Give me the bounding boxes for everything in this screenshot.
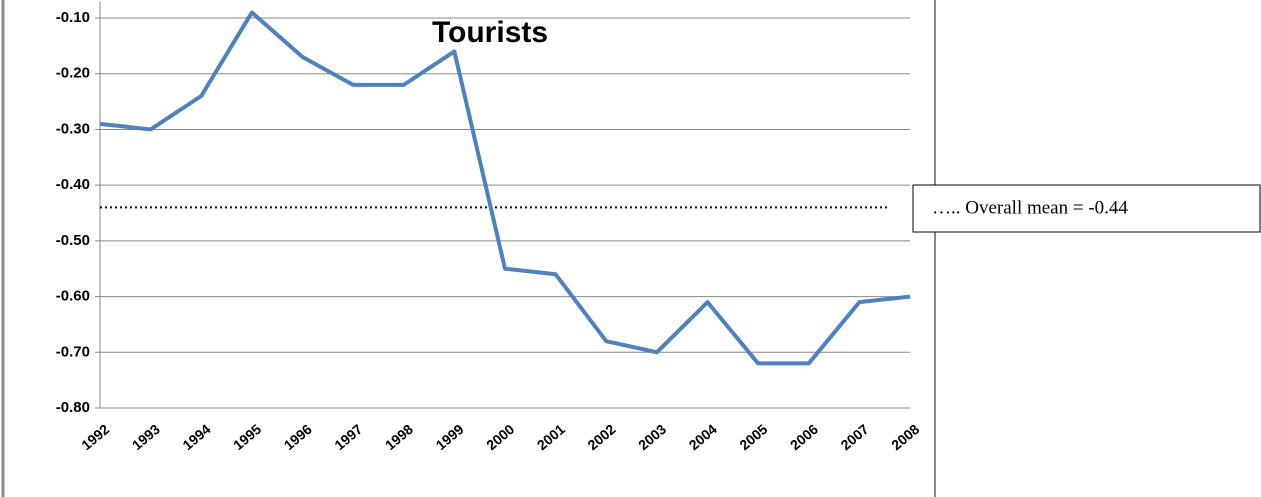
x-tick-label: 2003 [635,421,669,453]
y-tick-label: -0.70 [56,343,90,360]
x-tick-label: 2004 [686,421,720,453]
y-tick-label: -0.20 [56,65,90,82]
y-tick-label: -0.30 [56,120,90,137]
x-tick-label: 2006 [787,421,821,453]
y-tick-label: -0.50 [56,232,90,249]
x-tick-label: 2000 [483,421,517,453]
x-tick-label: 1997 [331,421,365,453]
x-tick-label: 2005 [736,421,770,453]
series-line [99,10,911,366]
x-tick-label: 2002 [584,421,618,453]
y-tick-label: -0.40 [56,176,90,193]
legend-box [912,184,1261,233]
x-tick-label: 1999 [433,421,467,453]
x-tick-label: 1992 [78,421,112,453]
x-tick-label: 1994 [179,421,213,453]
y-tick-label: -0.80 [56,399,90,416]
annotation: ….. Overall mean = -0.44 [932,197,1128,218]
x-tick-label: 2008 [888,421,922,453]
x-tick-label: 1998 [382,421,416,453]
x-tick-label: 1995 [230,421,264,453]
x-tick-label: 2007 [838,421,872,453]
x-tick-label: 1996 [281,421,315,453]
y-tick-label: -0.10 [56,9,90,26]
y-tick-label: -0.60 [56,288,90,305]
x-tick-label: 1993 [129,421,163,453]
chart-title: Tourists [432,16,548,49]
x-tick-label: 2001 [534,421,568,453]
